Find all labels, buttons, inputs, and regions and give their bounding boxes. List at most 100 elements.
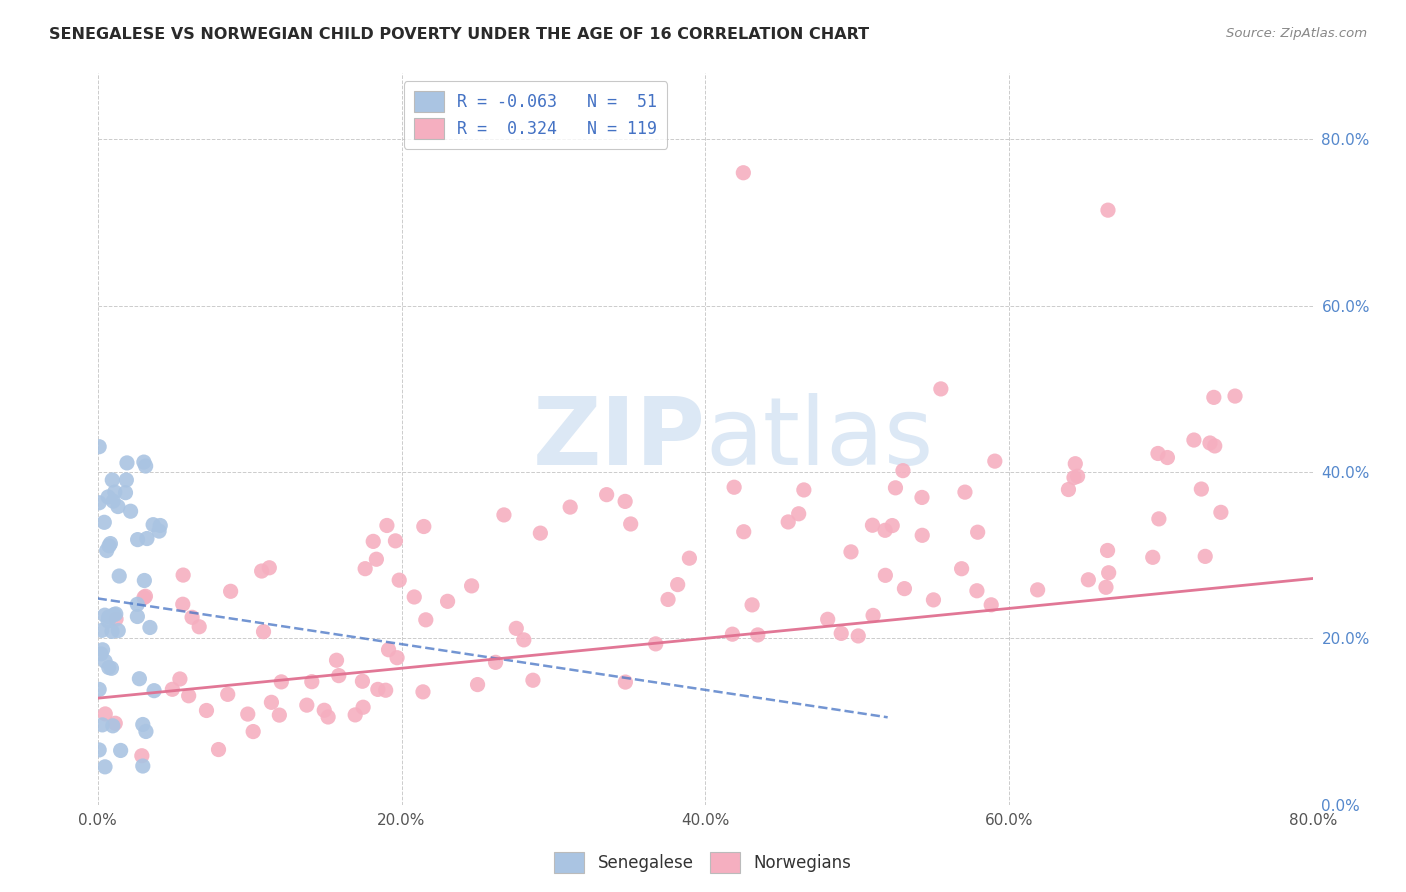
Point xyxy=(846,629,869,643)
Point xyxy=(412,519,434,533)
Point xyxy=(139,620,162,634)
Point xyxy=(747,628,769,642)
Point xyxy=(513,632,536,647)
Point xyxy=(505,621,527,635)
Point xyxy=(1142,550,1164,565)
Point xyxy=(242,724,264,739)
Point xyxy=(316,710,339,724)
Point xyxy=(89,496,111,510)
Point xyxy=(142,517,165,532)
Point xyxy=(666,577,689,591)
Point xyxy=(94,608,117,623)
Point xyxy=(314,703,336,717)
Point xyxy=(644,637,666,651)
Point xyxy=(169,672,191,686)
Point xyxy=(104,485,127,500)
Point xyxy=(98,539,121,553)
Point xyxy=(953,485,976,500)
Point xyxy=(1095,580,1118,594)
Point xyxy=(100,536,122,550)
Point xyxy=(882,518,904,533)
Point xyxy=(733,166,755,180)
Point xyxy=(404,590,426,604)
Point xyxy=(1098,566,1121,580)
Point xyxy=(384,533,406,548)
Point xyxy=(467,677,489,691)
Point xyxy=(252,624,274,639)
Point xyxy=(110,743,132,757)
Point xyxy=(101,494,124,508)
Point xyxy=(415,613,437,627)
Point xyxy=(100,661,122,675)
Point xyxy=(678,551,700,566)
Point xyxy=(90,647,112,661)
Point xyxy=(1194,549,1216,564)
Point xyxy=(181,610,204,624)
Point xyxy=(891,464,914,478)
Point xyxy=(614,494,637,508)
Text: atlas: atlas xyxy=(706,392,934,484)
Point xyxy=(269,708,291,723)
Point xyxy=(94,760,117,774)
Point xyxy=(1057,483,1080,497)
Point xyxy=(134,574,156,588)
Point xyxy=(260,695,283,709)
Point xyxy=(817,612,839,626)
Point xyxy=(893,582,915,596)
Point xyxy=(259,561,281,575)
Point xyxy=(911,491,934,505)
Point xyxy=(108,569,131,583)
Point xyxy=(127,597,149,611)
Point xyxy=(172,568,194,582)
Point xyxy=(875,568,897,582)
Point xyxy=(787,507,810,521)
Point xyxy=(236,707,259,722)
Point xyxy=(966,583,988,598)
Point xyxy=(1097,203,1119,218)
Point xyxy=(344,707,367,722)
Point xyxy=(94,706,117,721)
Point xyxy=(101,624,124,639)
Point xyxy=(127,533,149,547)
Point xyxy=(91,642,114,657)
Point xyxy=(966,525,988,540)
Point xyxy=(950,562,973,576)
Point xyxy=(1063,470,1085,484)
Point xyxy=(135,458,157,473)
Point xyxy=(620,516,643,531)
Point xyxy=(172,597,194,611)
Point xyxy=(1209,505,1232,519)
Point xyxy=(131,748,153,763)
Point xyxy=(352,700,374,714)
Legend: R = -0.063   N =  51, R =  0.324   N = 119: R = -0.063 N = 51, R = 0.324 N = 119 xyxy=(404,81,666,149)
Point xyxy=(911,528,934,542)
Point xyxy=(104,716,127,731)
Point xyxy=(270,674,292,689)
Point xyxy=(148,524,170,538)
Point xyxy=(733,524,755,539)
Point xyxy=(89,440,111,454)
Point xyxy=(492,508,515,522)
Point xyxy=(522,673,544,688)
Point xyxy=(132,759,155,773)
Point xyxy=(873,524,896,538)
Point xyxy=(89,682,111,697)
Point xyxy=(595,488,617,502)
Point xyxy=(188,620,211,634)
Point xyxy=(929,382,952,396)
Point xyxy=(614,675,637,690)
Point xyxy=(862,518,884,533)
Point xyxy=(104,607,127,621)
Point xyxy=(375,518,398,533)
Point xyxy=(219,584,242,599)
Point xyxy=(922,593,945,607)
Point xyxy=(1199,436,1222,450)
Point xyxy=(250,564,273,578)
Point xyxy=(94,654,117,668)
Point xyxy=(103,607,125,622)
Point xyxy=(97,610,120,624)
Point xyxy=(984,454,1007,468)
Point xyxy=(830,626,852,640)
Point xyxy=(657,592,679,607)
Point xyxy=(115,473,138,487)
